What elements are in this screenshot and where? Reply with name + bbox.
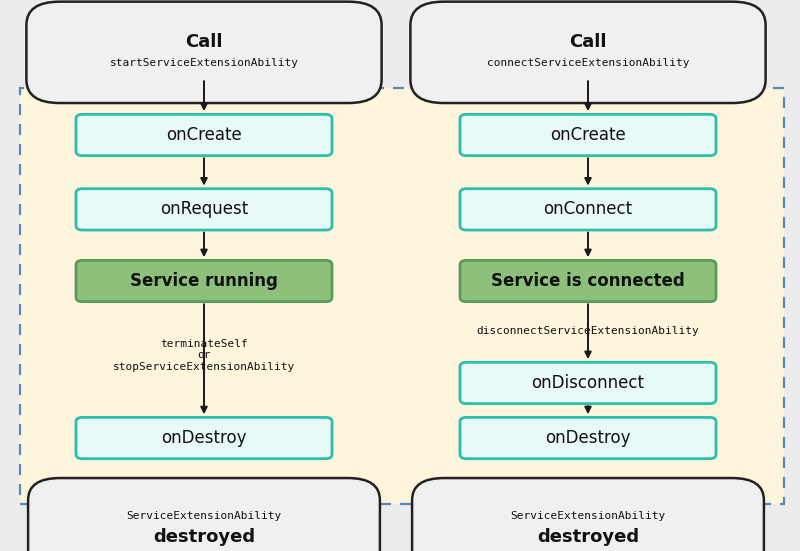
Text: destroyed: destroyed xyxy=(153,528,255,546)
FancyBboxPatch shape xyxy=(76,261,332,302)
Text: onDestroy: onDestroy xyxy=(162,429,246,447)
FancyBboxPatch shape xyxy=(460,418,716,458)
FancyBboxPatch shape xyxy=(460,188,716,230)
Text: onDestroy: onDestroy xyxy=(546,429,630,447)
FancyBboxPatch shape xyxy=(28,478,380,551)
Text: onCreate: onCreate xyxy=(550,126,626,144)
Text: startServiceExtensionAbility: startServiceExtensionAbility xyxy=(110,58,298,68)
Text: Call: Call xyxy=(570,34,606,51)
Text: Call: Call xyxy=(186,34,222,51)
FancyBboxPatch shape xyxy=(26,2,382,103)
Text: connectServiceExtensionAbility: connectServiceExtensionAbility xyxy=(486,58,690,68)
Text: ServiceExtensionAbility: ServiceExtensionAbility xyxy=(126,511,282,521)
FancyBboxPatch shape xyxy=(76,188,332,230)
FancyBboxPatch shape xyxy=(76,115,332,155)
FancyBboxPatch shape xyxy=(76,418,332,458)
FancyBboxPatch shape xyxy=(20,88,784,504)
Text: Service is connected: Service is connected xyxy=(491,272,685,290)
Text: terminateSelf
or
stopServiceExtensionAbility: terminateSelf or stopServiceExtensionAbi… xyxy=(113,339,295,372)
Text: ServiceExtensionAbility: ServiceExtensionAbility xyxy=(510,511,666,521)
Text: Service running: Service running xyxy=(130,272,278,290)
Text: onConnect: onConnect xyxy=(543,201,633,218)
Text: onCreate: onCreate xyxy=(166,126,242,144)
FancyBboxPatch shape xyxy=(412,478,764,551)
FancyBboxPatch shape xyxy=(460,115,716,155)
Text: onDisconnect: onDisconnect xyxy=(531,374,645,392)
FancyBboxPatch shape xyxy=(460,261,716,302)
FancyBboxPatch shape xyxy=(410,2,766,103)
Text: destroyed: destroyed xyxy=(537,528,639,546)
FancyBboxPatch shape xyxy=(460,363,716,403)
Text: disconnectServiceExtensionAbility: disconnectServiceExtensionAbility xyxy=(477,326,699,336)
Text: onRequest: onRequest xyxy=(160,201,248,218)
